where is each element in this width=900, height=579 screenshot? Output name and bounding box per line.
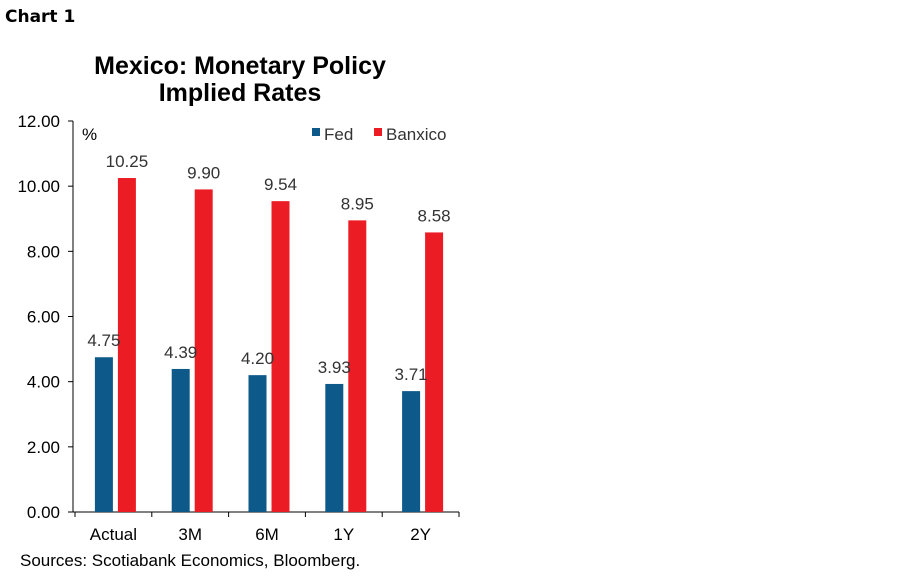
data-label-fed: 3.71 (395, 365, 428, 384)
y-unit-label: % (82, 125, 97, 144)
data-label-fed: 4.75 (87, 331, 120, 350)
chart-legend: Fed Banxico (312, 125, 446, 144)
data-label-fed: 4.20 (241, 349, 274, 368)
x-tick-label: 6M (255, 525, 279, 544)
chart-number-label: Chart 1 (5, 7, 76, 27)
bar-fed-2y (402, 391, 421, 512)
data-label-banxico: 8.95 (341, 194, 374, 213)
legend-swatch-banxico (374, 128, 382, 136)
data-label-fed: 3.93 (318, 358, 351, 377)
chart-title-line: Implied Rates (159, 79, 322, 107)
data-label-banxico: 9.54 (264, 175, 297, 194)
bar-banxico-actual (117, 178, 136, 513)
y-tick-label: 8.00 (27, 242, 60, 261)
bar-fed-1y (325, 383, 344, 512)
x-tick-label: 1Y (333, 525, 354, 544)
x-tick-label: 2Y (410, 525, 431, 544)
x-tick-label: 3M (178, 525, 202, 544)
legend-label-fed: Fed (324, 125, 353, 144)
data-label-fed: 4.39 (164, 343, 197, 362)
bar-banxico-1y (348, 220, 367, 513)
y-tick-label: 10.00 (17, 177, 60, 196)
legend-label-banxico: Banxico (386, 125, 446, 144)
data-label-banxico: 9.90 (187, 163, 220, 182)
chart-bars (94, 178, 444, 513)
source-note: Sources: Scotiabank Economics, Bloomberg… (20, 551, 361, 570)
y-tick-label: 2.00 (27, 438, 60, 457)
bar-banxico-2y (425, 232, 444, 512)
bar-fed-6m (248, 375, 267, 512)
bar-fed-3m (171, 368, 190, 512)
data-label-banxico: 10.25 (106, 152, 149, 171)
chart-title-line: Mexico: Monetary Policy (94, 52, 386, 80)
chart-data-labels: 4.75 4.39 4.20 3.93 3.71 10.25 9.90 9.54 8.95 8.5… (87, 152, 450, 384)
legend-swatch-fed (312, 128, 320, 136)
chart-axes: 0.00 2.00 4.00 6.00 8.00 10.00 12.00 Actual 3M 6M… (17, 112, 460, 544)
y-tick-label: 4.00 (27, 373, 60, 392)
bar-fed-actual (94, 357, 113, 512)
data-label-banxico: 8.58 (418, 206, 451, 225)
y-tick-label: 6.00 (27, 308, 60, 327)
x-tick-label: Actual (90, 525, 137, 544)
y-tick-label: 0.00 (27, 503, 60, 522)
y-tick-label: 12.00 (17, 112, 60, 131)
bar-banxico-6m (271, 201, 290, 512)
bar-banxico-3m (194, 189, 213, 513)
